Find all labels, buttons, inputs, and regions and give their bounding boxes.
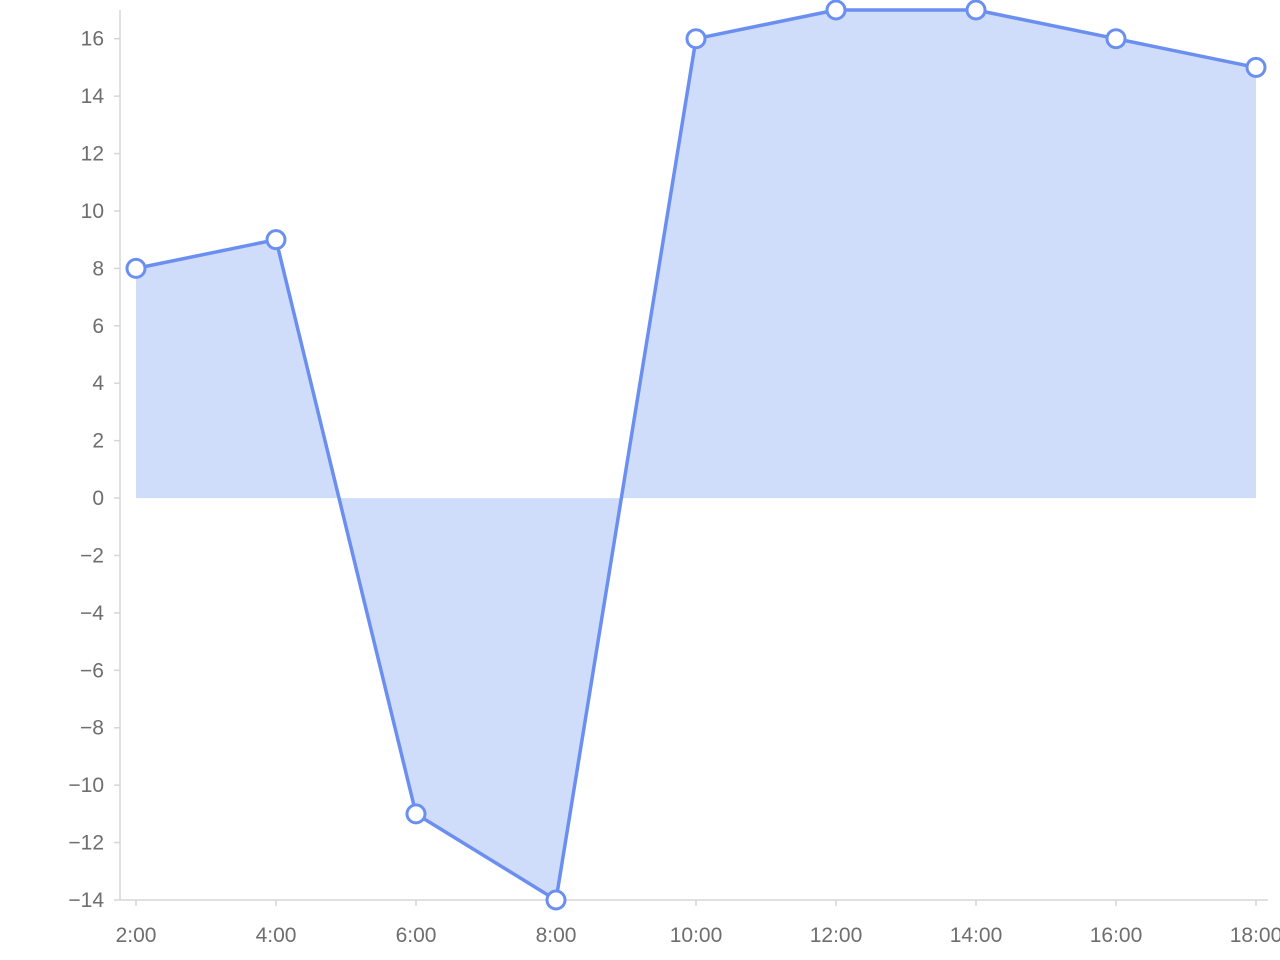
x-tick-label: 14:00 <box>950 924 1003 947</box>
x-tick-label: 10:00 <box>670 924 723 947</box>
y-tick-label: −8 <box>80 717 104 740</box>
data-point[interactable] <box>965 0 987 21</box>
y-tick-label: −14 <box>68 889 104 912</box>
data-point[interactable] <box>1245 56 1267 78</box>
x-tick-label: 12:00 <box>810 924 863 947</box>
y-tick-label: −2 <box>80 544 104 567</box>
y-tick-label: 4 <box>92 372 104 395</box>
y-tick-label: −10 <box>68 774 104 797</box>
y-tick-label: 14 <box>81 85 105 108</box>
y-tick-label: −6 <box>80 659 104 682</box>
y-tick-label: 16 <box>81 28 104 51</box>
area-layer <box>136 10 1256 900</box>
y-tick-label: 6 <box>92 315 104 338</box>
data-point[interactable] <box>405 803 427 825</box>
data-point[interactable] <box>825 0 847 21</box>
y-tick-label: 12 <box>81 143 104 166</box>
y-tick-label: 2 <box>92 430 104 453</box>
x-tick-label: 4:00 <box>256 924 297 947</box>
y-tick-label: 10 <box>81 200 104 223</box>
x-tick-label: 6:00 <box>396 924 437 947</box>
x-tick-label: 8:00 <box>536 924 577 947</box>
y-tick-label: 0 <box>92 487 104 510</box>
x-axis-ticks: 2:00 4:00 6:00 8:00 10:00 12:00 14:00 16:00 18:0… <box>116 900 1280 947</box>
data-points <box>125 0 1267 911</box>
data-point[interactable] <box>125 257 147 279</box>
data-point[interactable] <box>545 889 567 911</box>
series-area <box>136 10 1256 900</box>
data-point[interactable] <box>1105 28 1127 50</box>
y-axis-ticks: −14 −12 −10 −8 −6 −4 −2 0 2 4 6 8 10 12 14 16 <box>68 28 120 912</box>
y-tick-label: −4 <box>80 602 104 625</box>
y-tick-label: −12 <box>68 832 104 855</box>
data-point[interactable] <box>685 28 707 50</box>
x-tick-label: 18:00 <box>1230 924 1280 947</box>
axes <box>119 10 1268 901</box>
y-tick-label: 8 <box>92 257 104 280</box>
data-point[interactable] <box>265 229 287 251</box>
x-tick-label: 16:00 <box>1090 924 1143 947</box>
x-tick-label: 2:00 <box>116 924 157 947</box>
